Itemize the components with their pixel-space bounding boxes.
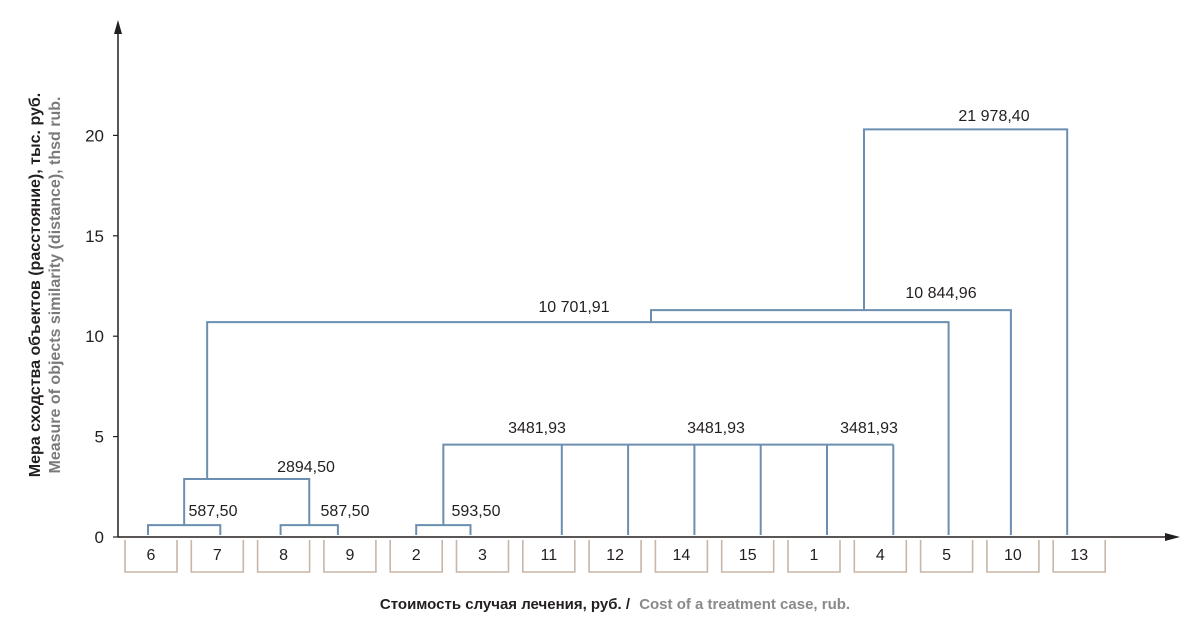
- merge-label: 3481,93: [840, 420, 898, 437]
- leaf-label: 6: [147, 547, 156, 564]
- leaf-box: [787, 540, 841, 573]
- leaf-label: 2: [412, 547, 421, 564]
- leaf-box: [919, 540, 974, 573]
- merge-link: [415, 524, 472, 535]
- leaf-box: [588, 540, 642, 573]
- leaf-label: 11: [540, 547, 557, 564]
- merge-label: 10 701,91: [538, 299, 609, 316]
- y-tick-label: 20: [85, 126, 104, 145]
- leaf-box: [124, 540, 178, 573]
- merge-label: 10 844,96: [905, 285, 976, 302]
- x-axis-label-en: Cost of a treatment case, rub.: [639, 596, 850, 613]
- leaf-label: 3: [478, 547, 487, 564]
- merge-label: 587,50: [321, 503, 370, 520]
- leaf-box: [190, 540, 245, 573]
- leaf-box: [1052, 540, 1106, 573]
- leaf-label: 9: [345, 547, 354, 564]
- y-axis-arrow: [114, 20, 122, 34]
- merge-link: [183, 477, 311, 526]
- leaf-box: [853, 540, 908, 573]
- y-tick-label: 10: [85, 327, 104, 346]
- leaf-box: [986, 540, 1040, 573]
- merge-link: [442, 443, 894, 526]
- leaf-label: 14: [673, 547, 691, 564]
- leaf-box: [455, 540, 510, 573]
- merge-label: 587,50: [189, 503, 238, 520]
- leaf-label: 8: [279, 547, 288, 564]
- merge-link: [863, 128, 1069, 535]
- merge-label: 3481,93: [687, 420, 745, 437]
- merge-link: [206, 321, 950, 535]
- leaf-label: 1: [810, 547, 819, 564]
- x-axis-label-ru: Стоимость случая лечения, руб. /: [380, 596, 631, 613]
- leaf-label: 12: [606, 547, 624, 564]
- leaf-label: 15: [739, 547, 757, 564]
- leaf-label: 7: [213, 547, 222, 564]
- merge-label: 2894,50: [277, 459, 335, 476]
- x-axis-label: Стоимость случая лечения, руб. / Cost of…: [380, 596, 850, 613]
- leaf-label: 5: [942, 547, 951, 564]
- y-axis-label-en: Measure of objects similarity (distance)…: [47, 97, 64, 474]
- y-tick-label: 5: [95, 428, 104, 447]
- y-axis-label-ru: Мера сходства объектов (расстояние), тыс…: [27, 93, 44, 477]
- leaf-label: 13: [1070, 547, 1088, 564]
- leaf-box: [654, 540, 709, 573]
- leaf-label: 10: [1004, 547, 1022, 564]
- merge-link: [147, 524, 222, 535]
- merge-link: [279, 524, 339, 535]
- y-tick-label: 0: [95, 528, 104, 547]
- merge-label: 593,50: [452, 503, 501, 520]
- leaf-box: [522, 540, 576, 573]
- merge-label: 21 978,40: [958, 108, 1029, 125]
- y-tick-label: 15: [85, 227, 104, 246]
- merge-link: [650, 309, 1012, 535]
- leaf-label: 4: [876, 547, 885, 564]
- leaf-box: [256, 540, 311, 573]
- merge-label: 3481,93: [508, 420, 566, 437]
- leaf-box: [323, 540, 377, 573]
- leaf-box: [389, 540, 443, 573]
- leaf-box: [720, 540, 775, 573]
- x-axis-arrow: [1165, 533, 1180, 541]
